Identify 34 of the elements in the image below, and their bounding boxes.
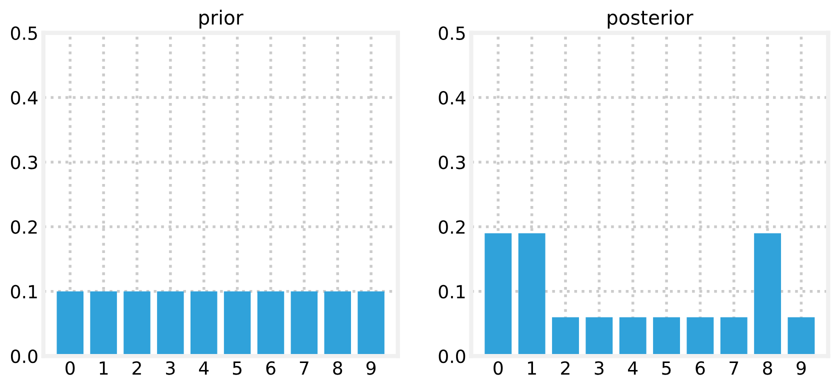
x-tick-label: 5 — [232, 361, 242, 375]
x-tick-label: 4 — [199, 361, 209, 375]
x-tick-label: 1 — [528, 361, 536, 375]
y-tick-label: 0.0 — [10, 350, 38, 364]
x-tick-label: 8 — [333, 361, 342, 375]
x-tick-label: 1 — [100, 361, 108, 375]
x-tick-label: 4 — [628, 361, 638, 375]
y-tick-label: 0.4 — [10, 90, 38, 105]
x-tick-label: 0 — [494, 361, 503, 375]
y-tick-label: 0.5 — [438, 26, 465, 40]
x-tick-label: 8 — [763, 361, 772, 375]
y-tick-label: 0.3 — [438, 156, 465, 170]
x-tick-label: 7 — [730, 361, 738, 375]
y-tick-label: 0.2 — [438, 220, 465, 234]
y-tick-label: 0.3 — [10, 156, 38, 170]
x-tick-label: 2 — [132, 361, 141, 375]
y-tick-label: 0.1 — [438, 284, 465, 299]
x-tick-label: 3 — [594, 361, 604, 375]
chart-title: posterior — [608, 10, 694, 29]
x-tick-label: 3 — [166, 361, 175, 375]
y-tick-label: 0.4 — [438, 90, 466, 105]
x-tick-label: 5 — [662, 361, 671, 375]
y-tick-label: 0.2 — [10, 220, 37, 234]
y-tick-label: 0.1 — [10, 284, 37, 299]
x-tick-label: 9 — [366, 361, 376, 375]
chart-title: prior — [200, 10, 244, 29]
x-tick-label: 6 — [696, 361, 705, 375]
x-tick-label: 6 — [266, 361, 276, 375]
x-tick-label: 2 — [561, 361, 570, 375]
x-tick-label: 7 — [300, 361, 308, 375]
x-tick-label: 0 — [66, 361, 75, 375]
x-tick-label: 9 — [796, 361, 806, 375]
y-tick-label: 0.0 — [438, 350, 466, 364]
y-tick-label: 0.5 — [10, 26, 37, 40]
